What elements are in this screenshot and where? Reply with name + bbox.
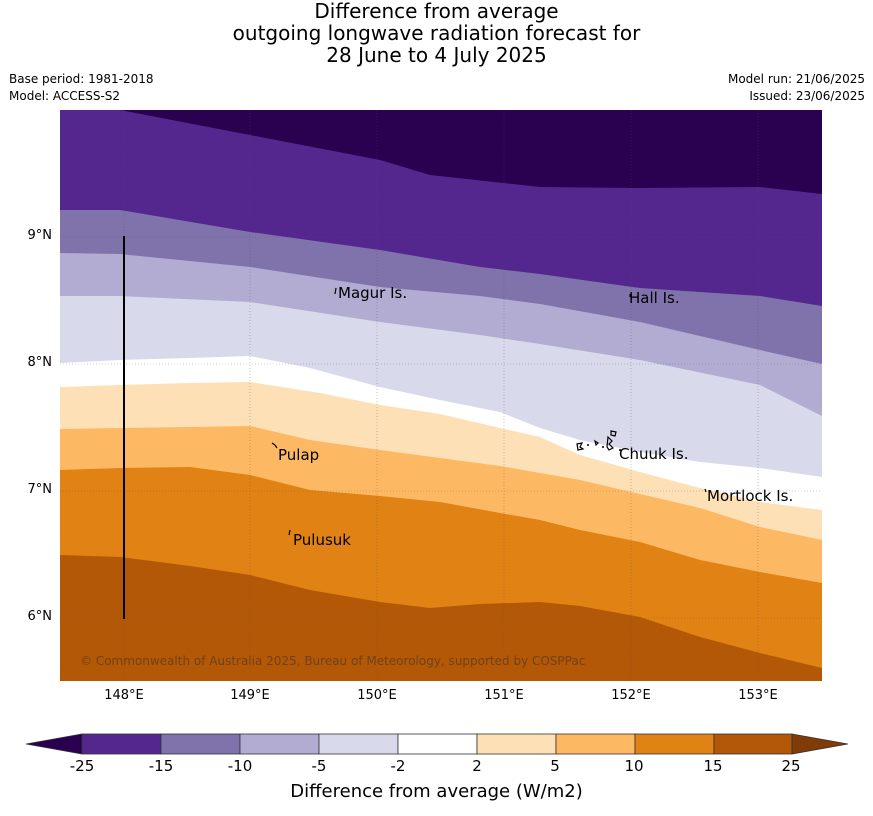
colorbar-tick-m10: -10: [227, 757, 253, 775]
model-run: Model run: 21/06/2025: [727, 72, 865, 86]
chuuk-islet-dots: [587, 444, 621, 451]
lon-label-148e: 148°E: [104, 688, 144, 703]
lon-label-151e: 151°E: [484, 688, 524, 703]
colorbar-label: Difference from average (W/m2): [290, 781, 583, 802]
lat-label-9n: 9°N: [27, 228, 53, 243]
colorbar-extend-high: [791, 733, 849, 755]
colorbar-swatch-5: [397, 733, 478, 755]
base-period: Base period: 1981-2018: [9, 72, 154, 86]
colorbar-tick-5: 5: [550, 757, 560, 775]
colorbar-tick-2: 2: [472, 757, 482, 775]
lon-label-153e: 153°E: [738, 688, 778, 703]
colorbar-swatch-9: [713, 733, 793, 755]
chuuk-lagoon-islet-2: [594, 439, 599, 447]
lon-label-149e: 149°E: [230, 688, 270, 703]
issued-date: Issued: 23/06/2025: [749, 89, 865, 103]
place-label-hall: Hall Is.: [629, 289, 680, 307]
copyright-notice: © Commonwealth of Australia 2025, Bureau…: [80, 654, 586, 668]
meta-right: Model run: 21/06/2025 Issued: 23/06/2025: [728, 71, 865, 105]
magur-island-outline: [334, 287, 337, 295]
colorbar-swatch-7: [555, 733, 636, 755]
colorbar-swatch-1: [81, 733, 162, 755]
mortlock-island-outline: [704, 488, 707, 493]
title-line-3: 28 June to 4 July 2025: [326, 43, 547, 67]
map-panel: [60, 110, 822, 681]
colorbar-extend-low: [25, 733, 83, 755]
colorbar-tick-15: 15: [703, 757, 723, 775]
colorbar-swatch-2: [160, 733, 241, 755]
colorbar-tick-25: 25: [781, 757, 801, 775]
colorbar-swatch-8: [634, 733, 715, 755]
place-label-pulusuk: Pulusuk: [293, 531, 351, 549]
colorbar-swatch-3: [239, 733, 320, 755]
colorbar-tick-m2: -2: [390, 757, 406, 775]
chuuk-lagoon-islet-3: [606, 435, 615, 451]
chart-title: Difference from average outgoing longwav…: [0, 0, 873, 66]
lat-label-7n: 7°N: [27, 482, 53, 497]
place-label-pulap: Pulap: [278, 446, 320, 464]
chuuk-lagoon-islet-4: [610, 430, 617, 437]
title-line-2: outgoing longwave radiation forecast for: [232, 21, 641, 45]
colorbar-swatch-4: [318, 733, 399, 755]
title-line-1: Difference from average: [314, 0, 559, 23]
place-label-mortlock: Mortlock Is.: [707, 487, 794, 505]
lon-label-152e: 152°E: [611, 688, 651, 703]
colorbar-tick-m5: -5: [311, 757, 327, 775]
map-svg: [60, 110, 822, 681]
colorbar-tick-m15: -15: [148, 757, 174, 775]
pulusuk-island-outline: [288, 529, 291, 536]
meta-left: Base period: 1981-2018 Model: ACCESS-S2: [9, 71, 154, 105]
pulap-island-outline: [271, 442, 278, 449]
lon-label-150e: 150°E: [357, 688, 397, 703]
lat-label-8n: 8°N: [27, 355, 53, 370]
colorbar-tick-10: 10: [624, 757, 644, 775]
place-label-chuuk: Chuuk Is.: [619, 445, 689, 463]
colorbar-tick-m25: -25: [69, 757, 95, 775]
model-name: Model: ACCESS-S2: [9, 89, 121, 103]
colorbar-svg: [25, 733, 849, 755]
colorbar-swatch-6: [476, 733, 557, 755]
island-outlines: [271, 287, 707, 536]
chuuk-lagoon-islet-1: [576, 442, 585, 451]
colorbar: [25, 733, 849, 755]
lat-label-6n: 6°N: [27, 609, 53, 624]
place-label-magur: Magur Is.: [338, 284, 408, 302]
